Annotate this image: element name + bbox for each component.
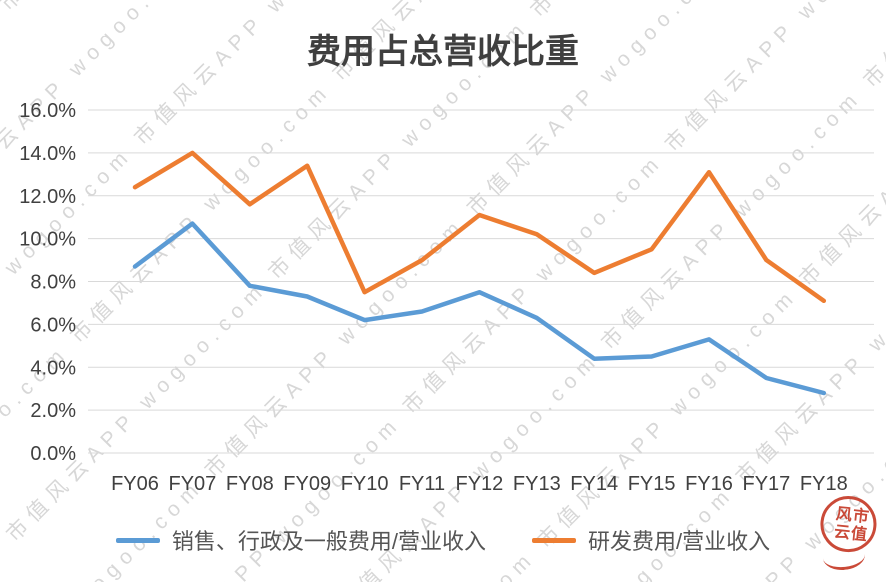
x-axis-tick-label: FY16 xyxy=(685,473,733,495)
y-axis-tick-label: 6.0% xyxy=(30,314,76,336)
x-axis-tick-label: FY10 xyxy=(341,473,389,495)
x-axis-tick-label: FY13 xyxy=(513,473,561,495)
series-line-1 xyxy=(132,150,827,304)
legend-item-sga-expense: 销售、行政及一般费用/营业收入 xyxy=(115,524,486,556)
seal-flourish xyxy=(822,551,867,573)
x-axis-tick-label: FY11 xyxy=(399,473,445,495)
legend-marker-rd-expense xyxy=(532,537,576,543)
x-axis-tick-label: FY18 xyxy=(800,473,848,495)
legend-label-rd-expense: 研发费用/营业收入 xyxy=(588,529,771,554)
x-axis-tick-label: FY12 xyxy=(455,473,503,495)
x-axis-tick-label: FY07 xyxy=(168,473,216,495)
y-axis-tick-label: 10.0% xyxy=(19,229,76,251)
y-axis-tick-label: 12.0% xyxy=(19,186,76,208)
legend-label-sga-expense: 销售、行政及一般费用/营业收入 xyxy=(171,529,486,554)
chart-legend: 销售、行政及一般费用/营业收入 研发费用/营业收入 xyxy=(0,524,886,556)
series-line-0 xyxy=(132,221,827,396)
x-axis-tick-label: FY15 xyxy=(628,473,676,495)
y-axis-tick-label: 16.0% xyxy=(19,100,76,122)
brand-seal: 市值 风云 xyxy=(806,492,886,582)
legend-item-rd-expense: 研发费用/营业收入 xyxy=(532,524,770,556)
chart-title: 费用占总营收比重 xyxy=(307,33,579,71)
x-axis-tick-label: FY17 xyxy=(742,473,790,495)
y-axis-tick-label: 0.0% xyxy=(30,443,76,465)
brand-seal-circle: 市值 风云 xyxy=(817,493,880,555)
y-axis-tick-label: 4.0% xyxy=(30,357,76,379)
legend-marker-sga-expense xyxy=(115,537,160,543)
y-axis-tick-label: 14.0% xyxy=(19,143,76,165)
x-axis-tick-label: FY06 xyxy=(111,473,159,495)
x-axis-tick-label: FY08 xyxy=(226,473,274,495)
y-axis-tick-label: 8.0% xyxy=(30,272,76,294)
x-axis-tick-label: FY09 xyxy=(283,473,331,495)
seal-text-right: 市值 xyxy=(847,506,868,544)
x-axis-tick-label: FY14 xyxy=(570,473,618,495)
y-axis-tick-label: 2.0% xyxy=(30,400,76,422)
